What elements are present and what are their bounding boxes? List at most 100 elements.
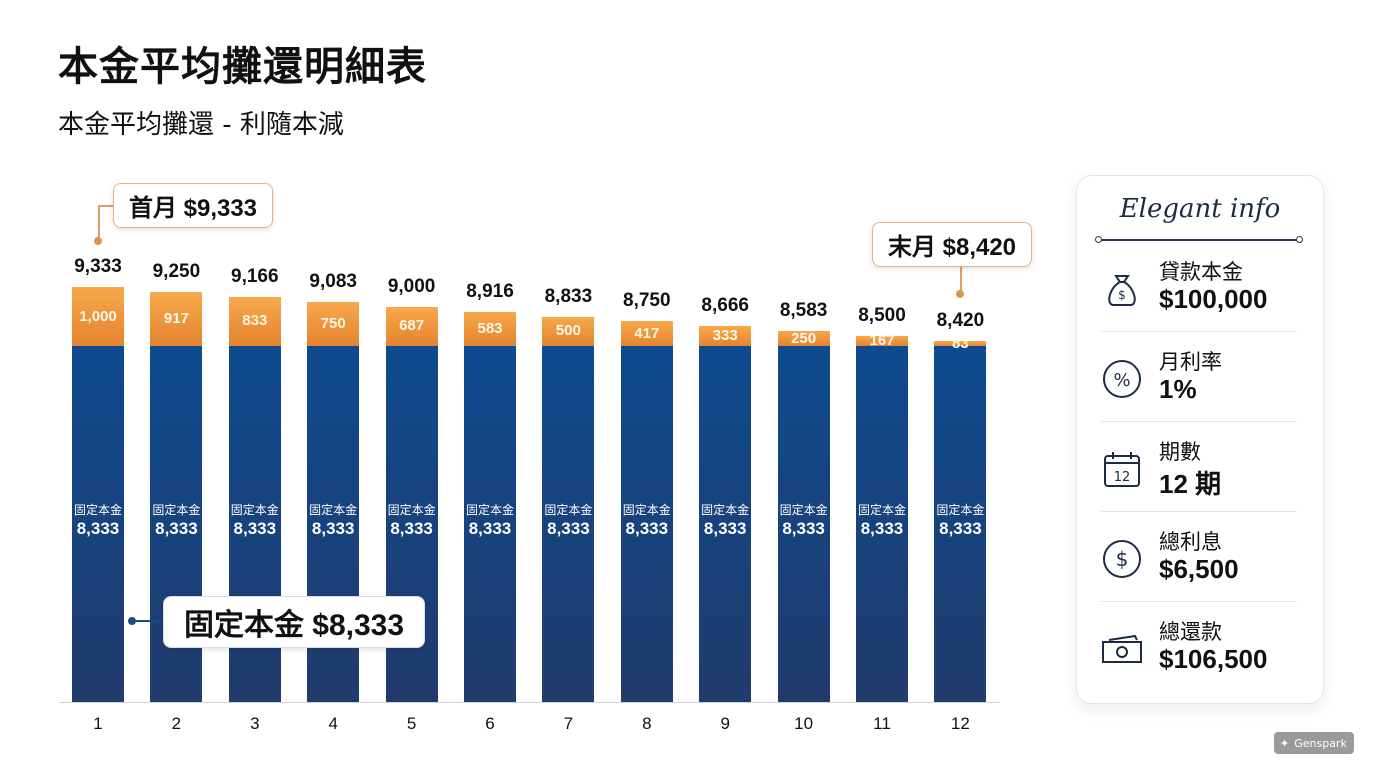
x-tick-label: 2 [171, 714, 182, 733]
principal-value-label: 8,333 [860, 519, 904, 538]
info-value: $100,000 [1159, 284, 1268, 314]
total-label: 8,500 [858, 305, 906, 327]
info-label: 期數 [1159, 440, 1201, 464]
calendar-icon: 12 [1104, 452, 1140, 487]
x-tick-label: 3 [250, 714, 260, 733]
interest-bar [542, 316, 595, 346]
genspark-badge[interactable]: ✦ Genspark [1274, 732, 1354, 754]
principal-value-label: 8,333 [782, 519, 825, 538]
info-item-rate: % 月利率 1% [1101, 332, 1299, 422]
stacked-bar-chart: 1,000 9,333 固定本金 8,333 1 917 9,250 固定本金 8,333 2 83… [60, 256, 1000, 733]
divider [1101, 511, 1297, 512]
x-axis-line [60, 702, 1000, 703]
principal-value-label: 8,333 [390, 519, 433, 538]
interest-bar [307, 301, 360, 346]
interest-bar [72, 287, 124, 346]
info-item-periods: 12 期數 12 期 [1101, 422, 1299, 512]
first-month-callout: 首月 $9,333 [113, 183, 273, 228]
total-label: 8,666 [701, 295, 749, 317]
svg-text:$: $ [1118, 288, 1126, 302]
callout-connector [132, 620, 164, 622]
interest-label: 83 [952, 334, 969, 352]
divider [1101, 601, 1297, 602]
info-item-loan: $ 貸款本金 $100,000 [1101, 242, 1299, 332]
principal-value-label: 8,333 [311, 519, 355, 538]
x-tick-label: 10 [794, 714, 814, 733]
callout-dot [128, 617, 136, 625]
interest-label: 917 [163, 309, 189, 327]
percent-icon: % [1103, 360, 1141, 398]
info-value: $106,500 [1159, 644, 1268, 674]
interest-label: 250 [791, 329, 817, 347]
principal-value-label: 8,333 [939, 519, 982, 538]
interest-label: 333 [712, 327, 738, 345]
principal-value-label: 8,333 [703, 519, 747, 538]
interest-bar [385, 306, 438, 346]
callout-connector [98, 205, 113, 207]
x-tick-label: 7 [563, 714, 574, 733]
principal-name-label: 固定本金 [387, 503, 436, 517]
x-tick-label: 6 [485, 714, 495, 733]
principal-value-label: 8,333 [468, 519, 512, 538]
info-value: $6,500 [1159, 554, 1239, 584]
principal-bar [699, 346, 752, 702]
principal-bar [542, 346, 595, 702]
total-label: 8,583 [779, 300, 828, 322]
interest-bar [620, 321, 673, 346]
info-value: 1% [1159, 374, 1197, 404]
interest-label: 833 [242, 312, 268, 330]
callout-dot [956, 290, 964, 298]
principal-value-label: 8,333 [155, 519, 198, 538]
interest-bar [150, 291, 203, 346]
x-tick-label: 1 [93, 714, 103, 733]
principal-name-label: 固定本金 [544, 503, 593, 517]
info-item-interest: $ 總利息 $6,500 [1101, 512, 1299, 602]
interest-label: 1,000 [79, 307, 117, 325]
interest-label: 687 [399, 317, 425, 335]
principal-name-label: 固定本金 [936, 503, 985, 517]
principal-name-label: 固定本金 [465, 503, 514, 517]
interest-label: 583 [477, 319, 503, 337]
info-label: 總還款 [1159, 620, 1222, 644]
sparkle-icon: ✦ [1280, 736, 1290, 750]
principal-value-label: 8,333 [233, 519, 277, 538]
money-bag-icon: $ [1108, 275, 1136, 306]
principal-name-label: 固定本金 [152, 503, 201, 517]
banknote-icon [1102, 634, 1142, 663]
principal-callout: 固定本金 $8,333 [163, 596, 425, 648]
total-label: 8,916 [466, 280, 514, 302]
principal-bar [72, 346, 124, 702]
svg-text:%: % [1113, 370, 1130, 391]
info-value: 12 期 [1159, 469, 1222, 499]
divider [1101, 421, 1297, 422]
interest-label: 500 [555, 322, 581, 340]
interest-label: 750 [320, 314, 346, 332]
info-label: 貸款本金 [1159, 260, 1243, 284]
interest-bar [699, 326, 752, 346]
total-label: 9,166 [231, 265, 279, 287]
total-label: 9,333 [74, 256, 122, 277]
x-tick-label: 12 [950, 714, 970, 733]
principal-value-label: 8,333 [76, 519, 120, 538]
callout-connector [98, 205, 100, 241]
info-item-total: 總還款 $106,500 [1101, 602, 1299, 692]
total-label: 9,250 [152, 260, 201, 282]
panel-title: Elegant info [1119, 194, 1281, 224]
total-label: 8,750 [623, 290, 671, 312]
interest-bar [934, 341, 987, 346]
principal-bar [464, 346, 516, 702]
total-label: 8,833 [544, 285, 593, 307]
info-label: 總利息 [1159, 530, 1222, 554]
interest-bar [856, 336, 908, 346]
principal-name-label: 固定本金 [701, 503, 750, 517]
total-label: 9,000 [387, 275, 436, 297]
dollar-circle-icon: $ [1103, 540, 1141, 578]
total-label: 9,083 [309, 270, 357, 292]
divider [1101, 331, 1297, 332]
last-month-callout: 末月 $8,420 [872, 222, 1032, 267]
principal-name-label: 固定本金 [230, 503, 279, 517]
principal-bar [856, 346, 908, 702]
x-tick-label: 11 [873, 714, 891, 733]
interest-label: 167 [869, 332, 895, 350]
interest-bar [228, 296, 281, 346]
